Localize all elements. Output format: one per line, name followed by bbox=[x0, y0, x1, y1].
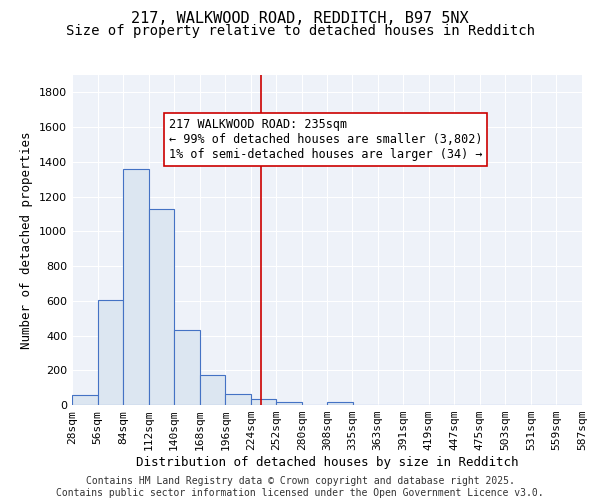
Bar bbox=[72, 394, 98, 405]
Bar bbox=[200, 376, 225, 405]
Bar bbox=[328, 402, 353, 405]
Text: 217, WALKWOOD ROAD, REDDITCH, B97 5NX: 217, WALKWOOD ROAD, REDDITCH, B97 5NX bbox=[131, 11, 469, 26]
Bar bbox=[277, 402, 302, 405]
Bar bbox=[251, 399, 277, 405]
Text: 217 WALKWOOD ROAD: 235sqm
← 99% of detached houses are smaller (3,802)
1% of sem: 217 WALKWOOD ROAD: 235sqm ← 99% of detac… bbox=[169, 118, 482, 161]
Bar bbox=[174, 330, 200, 405]
Y-axis label: Number of detached properties: Number of detached properties bbox=[20, 131, 34, 349]
Bar bbox=[149, 208, 174, 405]
Bar bbox=[98, 300, 123, 405]
X-axis label: Distribution of detached houses by size in Redditch: Distribution of detached houses by size … bbox=[136, 456, 518, 469]
Bar bbox=[123, 169, 149, 405]
Text: Contains HM Land Registry data © Crown copyright and database right 2025.
Contai: Contains HM Land Registry data © Crown c… bbox=[56, 476, 544, 498]
Text: Size of property relative to detached houses in Redditch: Size of property relative to detached ho… bbox=[65, 24, 535, 38]
Bar bbox=[225, 394, 251, 405]
